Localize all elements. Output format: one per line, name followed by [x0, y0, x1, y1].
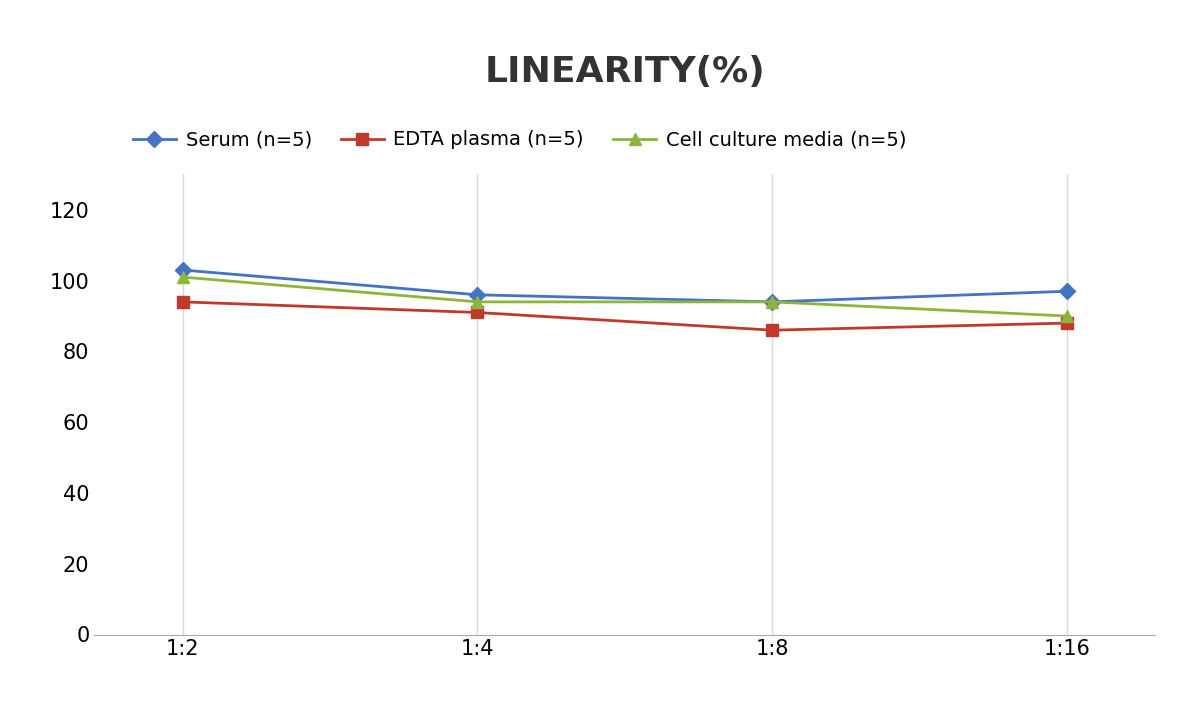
Line: Serum (n=5): Serum (n=5): [177, 264, 1073, 307]
EDTA plasma (n=5): [470, 308, 485, 317]
Text: LINEARITY(%): LINEARITY(%): [485, 55, 765, 89]
EDTA plasma (n=5): [765, 326, 779, 334]
Legend: Serum (n=5), EDTA plasma (n=5), Cell culture media (n=5): Serum (n=5), EDTA plasma (n=5), Cell cul…: [125, 123, 914, 157]
Line: Cell culture media (n=5): Cell culture media (n=5): [177, 271, 1073, 321]
Serum (n=5): [765, 298, 779, 306]
Serum (n=5): [176, 266, 190, 274]
EDTA plasma (n=5): [176, 298, 190, 306]
Cell culture media (n=5): [470, 298, 485, 306]
EDTA plasma (n=5): [1060, 319, 1074, 327]
Cell culture media (n=5): [765, 298, 779, 306]
Cell culture media (n=5): [176, 273, 190, 281]
Cell culture media (n=5): [1060, 312, 1074, 320]
Line: EDTA plasma (n=5): EDTA plasma (n=5): [177, 296, 1073, 336]
Serum (n=5): [470, 290, 485, 299]
Serum (n=5): [1060, 287, 1074, 295]
